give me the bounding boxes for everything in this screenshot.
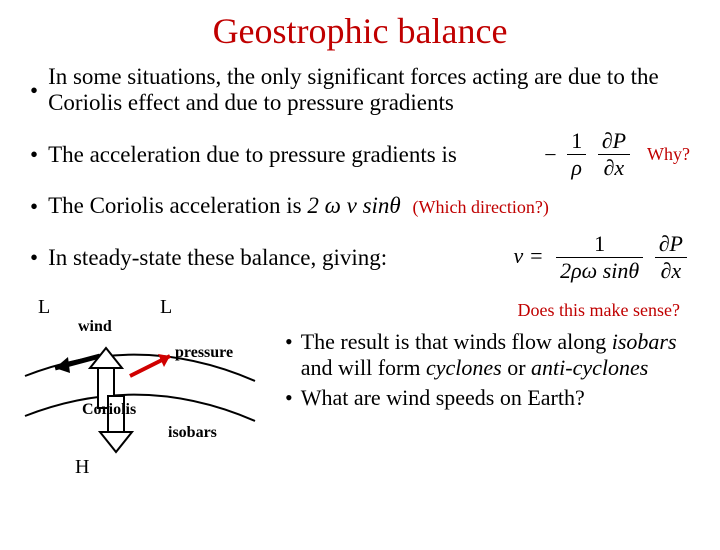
bullet-dot: • (30, 143, 38, 166)
bullet-dot: • (285, 329, 293, 381)
label-isobars: isobars (168, 424, 217, 442)
bullet-3-text: The Coriolis acceleration is 2 ω v sinθ … (48, 193, 690, 219)
result-bullet-1: • The result is that winds flow along is… (285, 329, 700, 381)
page-title: Geostrophic balance (0, 10, 720, 52)
bullet-4: • In steady-state these balance, giving:… (30, 231, 690, 284)
label-coriolis: Coriolis (82, 401, 136, 419)
sense-annotation: Does this make sense? (285, 300, 680, 321)
label-H: H (75, 456, 89, 479)
bullet-1-text: In some situations, the only significant… (48, 64, 690, 116)
bullet-dot: • (30, 195, 38, 218)
bullet-dot: • (285, 385, 293, 411)
diagram-svg (20, 296, 275, 481)
bullet-3: • The Coriolis acceleration is 2 ω v sin… (30, 193, 690, 219)
pressure-red-arrow (130, 354, 170, 376)
label-L2: L (160, 296, 172, 319)
bullet-2-text: The acceleration due to pressure gradien… (48, 142, 536, 168)
bullet-2: • The acceleration due to pressure gradi… (30, 128, 690, 181)
right-column: Does this make sense? • The result is th… (285, 296, 700, 481)
label-wind: wind (78, 318, 112, 336)
formula-balance: v = 12ρω sinθ ∂P∂x (513, 231, 690, 284)
bullet-3-text-a: The Coriolis acceleration is (48, 193, 307, 218)
bullet-4-text: In steady-state these balance, giving: (48, 245, 503, 271)
isobar-diagram: L L H wind pressure isobars Coriolis (20, 296, 275, 481)
bullet-dot: • (30, 246, 38, 269)
result-1-text: The result is that winds flow along isob… (301, 329, 700, 381)
label-L1: L (38, 296, 50, 319)
bullet-dot: • (30, 79, 38, 102)
bullet-1: • In some situations, the only significa… (30, 64, 690, 116)
coriolis-formula: 2 ω v sinθ (307, 193, 400, 218)
result-bullet-2: • What are wind speeds on Earth? (285, 385, 700, 411)
direction-annotation: (Which direction?) (412, 197, 548, 217)
result-2-text: What are wind speeds on Earth? (301, 385, 585, 411)
formula-pressure-accel: − 1ρ ∂P∂x (544, 128, 633, 181)
label-pressure: pressure (175, 344, 233, 362)
lower-row: L L H wind pressure isobars Coriolis Doe… (0, 296, 720, 481)
why-annotation: Why? (647, 144, 690, 165)
isobar-arc-2 (25, 395, 255, 421)
